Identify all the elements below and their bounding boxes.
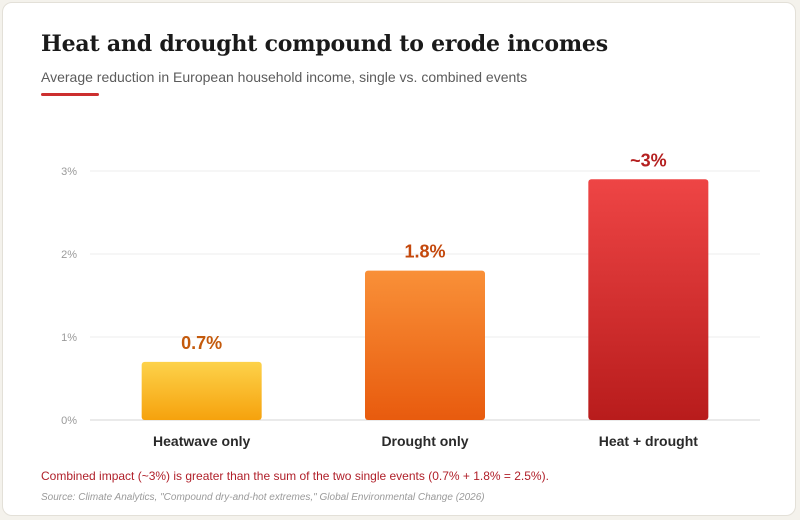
y-tick-label: 3%: [61, 166, 77, 178]
bar: [141, 361, 262, 420]
chart-title: Heat and drought compound to erode incom…: [41, 31, 608, 57]
x-category-label: Heatwave only: [153, 433, 250, 449]
bar: [588, 179, 709, 420]
bar: [365, 270, 485, 420]
chart-subtitle: Average reduction in European household …: [41, 69, 528, 85]
y-tick-label: 0%: [61, 415, 77, 427]
bar-data-label: 1.8%: [404, 242, 445, 262]
x-category-label: Drought only: [381, 433, 468, 449]
x-category-label: Heat + drought: [599, 433, 699, 449]
chart-note: Combined impact (~3%) is greater than th…: [41, 469, 549, 483]
y-tick-label: 1%: [61, 332, 77, 344]
chart-source: Source: Climate Analytics, "Compound dry…: [41, 492, 485, 503]
y-tick-label: 2%: [61, 249, 77, 261]
bar-data-label: 0.7%: [181, 333, 222, 353]
bar-data-label: ~3%: [630, 150, 667, 170]
title-accent-rule: [41, 93, 99, 96]
